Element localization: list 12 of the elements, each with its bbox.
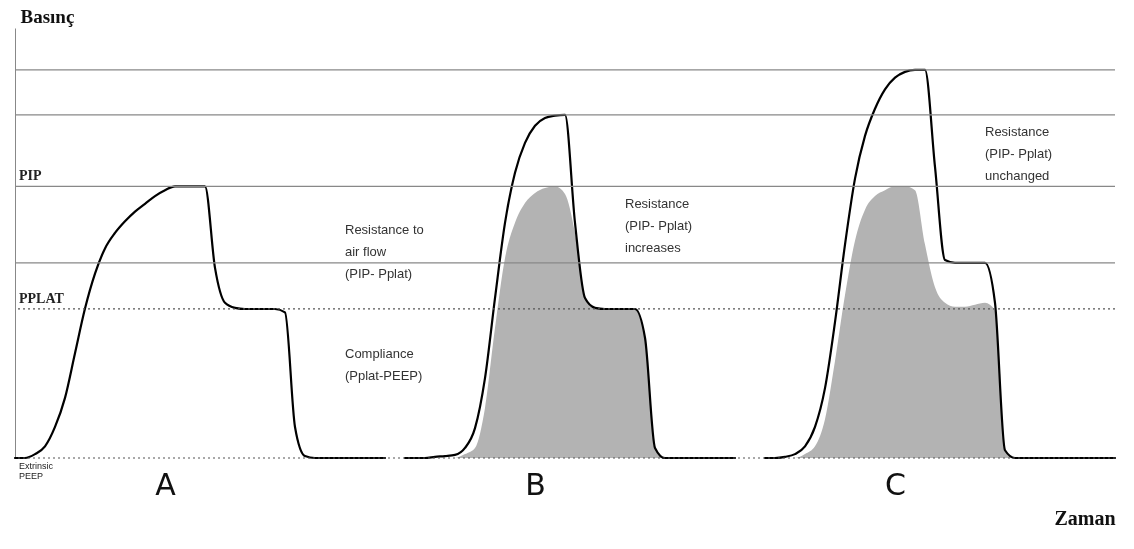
- annotation: Resistance (PIP- Pplat) increases: [625, 195, 693, 255]
- ref-line-label: PPLAT: [19, 290, 65, 306]
- ref-line-label: Extrinsic PEEP: [19, 461, 54, 481]
- y-axis-title: Basınç: [20, 5, 75, 27]
- annotation: Compliance (Pplat-PEEP): [345, 345, 423, 383]
- x-tick-label: C: [885, 466, 906, 502]
- x-axis-title: Zaman: [1054, 506, 1116, 529]
- x-tick-label: B: [525, 466, 546, 502]
- x-tick-label: A: [155, 466, 177, 502]
- annotation: Resistance (PIP- Pplat) unchanged: [985, 123, 1053, 183]
- annotation: Resistance to air flow (PIP- Pplat): [345, 221, 424, 281]
- ref-line-label: PIP: [19, 168, 42, 184]
